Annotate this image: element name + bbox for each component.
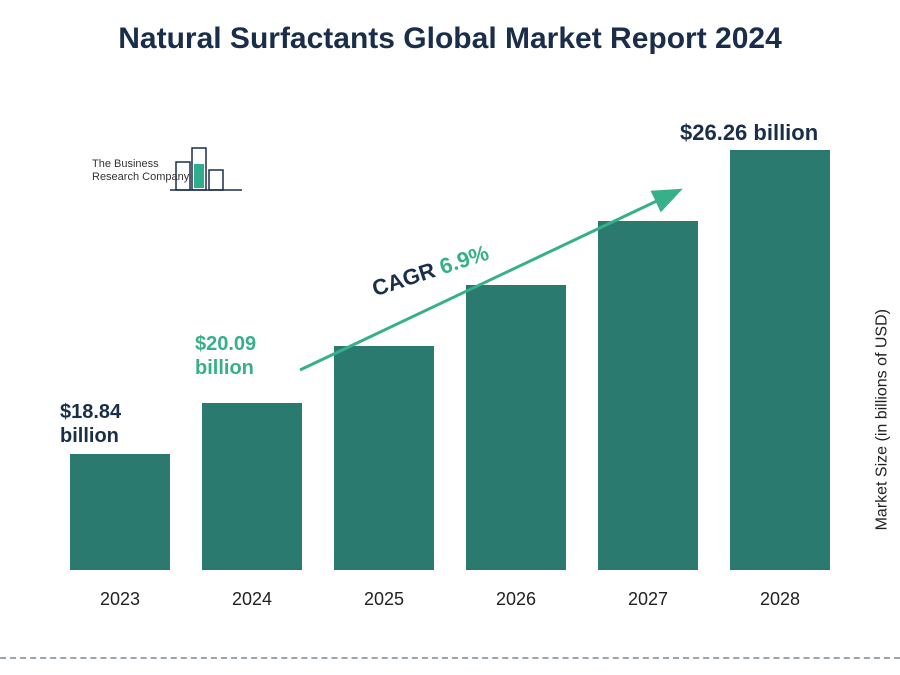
x-axis-label: 2023	[70, 577, 170, 610]
bar	[466, 285, 566, 570]
bar	[598, 221, 698, 570]
bar-chart: 2023 2024 2025 2026 2027 2028	[60, 120, 840, 610]
bar	[70, 454, 170, 570]
chart-title: Natural Surfactants Global Market Report…	[0, 20, 900, 58]
y-axis-label: Market Size (in billions of USD)	[873, 309, 891, 530]
x-axis-label: 2024	[202, 577, 302, 610]
value-label-2028: $26.26 billion	[680, 120, 818, 146]
x-axis-label: 2025	[334, 577, 434, 610]
bar-slot	[202, 403, 302, 570]
bar-slot	[70, 454, 170, 570]
bar	[730, 150, 830, 570]
value-label-2023: $18.84 billion	[60, 400, 121, 448]
bar	[202, 403, 302, 570]
bar-slot	[730, 150, 830, 570]
bar	[334, 346, 434, 570]
footer-divider	[0, 657, 900, 659]
value-label-2024: $20.09 billion	[195, 332, 256, 380]
bar-slot	[466, 285, 566, 570]
x-axis-label: 2027	[598, 577, 698, 610]
bar-slot	[334, 346, 434, 570]
x-axis-label: 2028	[730, 577, 830, 610]
x-axis-label: 2026	[466, 577, 566, 610]
bar-slot	[598, 221, 698, 570]
